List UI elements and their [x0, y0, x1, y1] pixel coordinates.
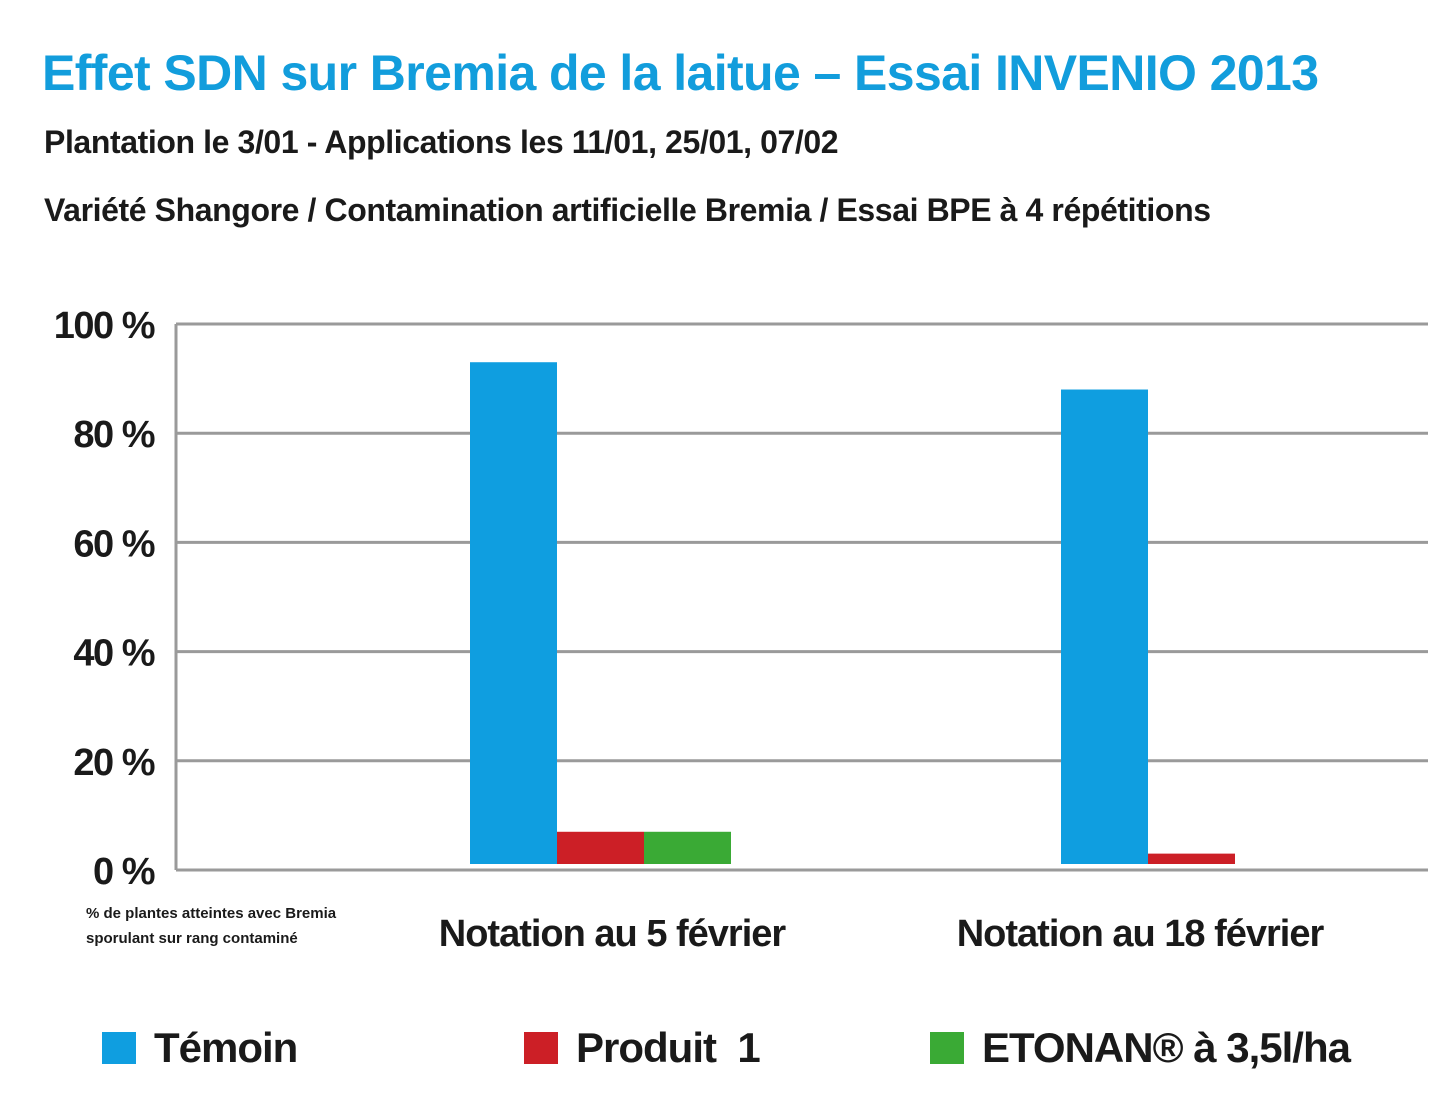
y-tick-label: 20 % — [73, 742, 154, 784]
legend-label-produit-1: Produit 1 — [576, 1024, 761, 1071]
legend-item-produit-1: Produit 1 — [524, 1018, 761, 1078]
bar — [1148, 853, 1235, 864]
chart-subtitle-planting: Plantation le 3/01 - Applications les 11… — [44, 124, 839, 160]
x-category-label: Notation au 5 février — [439, 913, 787, 955]
bar — [470, 362, 557, 864]
y-tick-label: 60 % — [73, 523, 154, 565]
legend-swatch-produit-1 — [524, 1032, 558, 1064]
chart-subtitle-trial: Variété Shangore / Contamination artific… — [44, 192, 1211, 228]
bar — [644, 831, 731, 864]
y-tick-label: 0 % — [93, 851, 155, 893]
y-axis-label: sporulant sur rang contaminé — [86, 930, 298, 947]
y-axis-label: % de plantes atteintes avec Bremia — [86, 905, 337, 922]
legend-swatch-etonan — [930, 1032, 964, 1064]
bar-chart: 0 % 20 % 40 % 60 % 80 % 100 % Notation au 5 fé… — [54, 305, 1428, 955]
y-tick-label: 100 % — [54, 305, 155, 347]
legend-label-etonan: ETONAN® à 3,5l/ha — [982, 1024, 1351, 1071]
bar — [1061, 389, 1148, 864]
legend-label-temoin: Témoin — [154, 1024, 298, 1071]
bar — [557, 831, 644, 864]
chart-legend: Témoin Produit 1 ETONAN® à 3,5l/ha — [0, 1018, 1432, 1078]
legend-item-etonan: ETONAN® à 3,5l/ha — [930, 1018, 1351, 1078]
chart-title: Effet SDN sur Bremia de la laitue – Essa… — [42, 45, 1319, 101]
legend-swatch-temoin — [102, 1032, 136, 1064]
y-tick-label: 40 % — [73, 633, 154, 675]
y-tick-label: 80 % — [73, 414, 154, 456]
x-category-label: Notation au 18 février — [957, 913, 1325, 955]
legend-item-temoin: Témoin — [102, 1018, 298, 1078]
